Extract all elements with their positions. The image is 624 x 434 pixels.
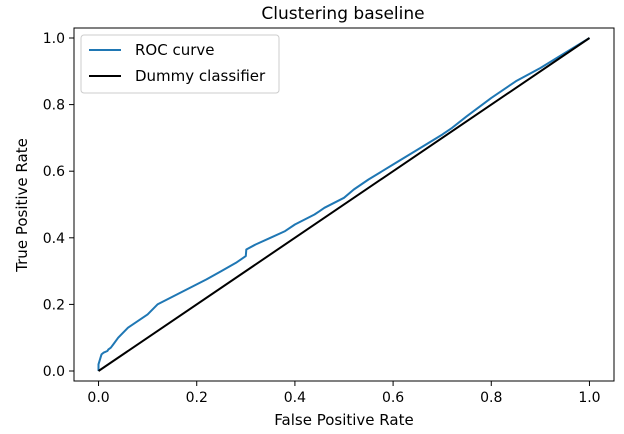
x-tick-label: 0.8 — [480, 390, 502, 406]
legend-box — [80, 34, 280, 94]
y-axis-ticks: 0.0 0.2 0.4 0.6 0.8 1.0 — [43, 31, 74, 380]
y-tick-label: 0.2 — [43, 297, 65, 313]
legend: ROC curve Dummy classifier — [80, 34, 280, 94]
x-tick-label: 0.0 — [87, 390, 109, 406]
series-layer — [97, 37, 591, 372]
y-tick-label: 0.6 — [43, 164, 65, 180]
x-tick-label: 0.6 — [382, 390, 404, 406]
x-tick-label: 0.2 — [186, 390, 208, 406]
y-tick-label: 0.4 — [43, 231, 65, 247]
series-line-roc-curve — [97, 37, 591, 371]
x-axis-ticks: 0.0 0.2 0.4 0.6 0.8 1.0 — [87, 381, 601, 406]
x-axis-label: False Positive Rate — [274, 411, 413, 429]
chart-title: Clustering baseline — [261, 4, 424, 24]
y-tick-label: 0.0 — [43, 364, 65, 380]
y-tick-label: 0.8 — [43, 98, 65, 114]
legend-label-roc-curve: ROC curve — [135, 41, 215, 59]
x-tick-label: 1.0 — [578, 390, 600, 406]
x-tick-label: 0.4 — [284, 390, 306, 406]
y-axis-label: True Positive Rate — [13, 138, 31, 273]
y-tick-label: 1.0 — [43, 31, 65, 47]
legend-label-dummy-classifier: Dummy classifier — [135, 67, 266, 85]
series-line-dummy-classifier — [97, 37, 591, 372]
